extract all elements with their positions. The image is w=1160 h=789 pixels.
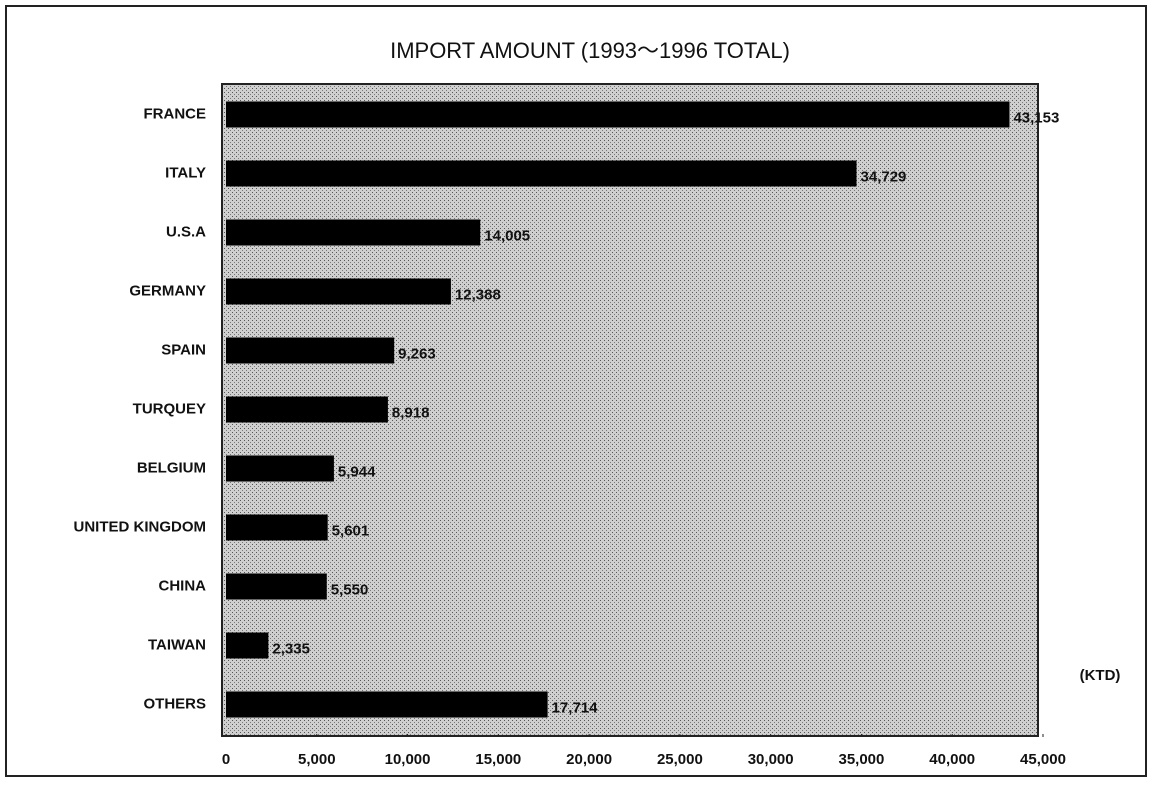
y-tick-label: CHINA xyxy=(159,577,207,594)
bar xyxy=(226,455,334,482)
x-tick-label: 15,000 xyxy=(475,751,521,768)
bar xyxy=(226,278,451,305)
y-tick-label: TURQUEY xyxy=(133,400,206,417)
x-tick-label: 5,000 xyxy=(298,751,336,768)
x-tick-label: 30,000 xyxy=(748,751,794,768)
bar xyxy=(226,691,548,718)
value-label: 5,601 xyxy=(332,522,370,539)
x-tick-label: 45,000 xyxy=(1020,751,1066,768)
y-tick-label: FRANCE xyxy=(144,105,207,122)
bar xyxy=(226,396,388,423)
value-label: 8,918 xyxy=(392,404,430,421)
x-unit: (KTD) xyxy=(1080,667,1121,684)
y-tick-label: UNITED KINGDOM xyxy=(74,518,207,535)
value-label: 9,263 xyxy=(398,345,436,362)
x-tick-label: 10,000 xyxy=(385,751,431,768)
bar xyxy=(226,573,327,600)
bar xyxy=(226,337,395,364)
y-tick-label: GERMANY xyxy=(129,282,206,299)
y-tick-label: BELGIUM xyxy=(137,459,206,476)
x-tick-label: 25,000 xyxy=(657,751,703,768)
bar xyxy=(226,219,481,246)
bar xyxy=(226,160,857,187)
y-tick-label: OTHERS xyxy=(143,695,206,712)
bar xyxy=(226,101,1010,128)
value-label: 12,388 xyxy=(455,286,501,303)
chart-title: IMPORT AMOUNT (1993～1996 TOTAL) xyxy=(390,38,790,63)
value-label: 14,005 xyxy=(484,227,530,244)
x-tick-label: 40,000 xyxy=(929,751,975,768)
x-tick-label: 35,000 xyxy=(838,751,884,768)
x-tick-label: 20,000 xyxy=(566,751,612,768)
bar xyxy=(226,632,269,659)
value-label: 5,550 xyxy=(331,581,369,598)
y-tick-label: ITALY xyxy=(165,164,206,181)
y-tick-label: U.S.A xyxy=(166,223,206,240)
bar xyxy=(226,514,328,541)
value-label: 5,944 xyxy=(338,463,376,480)
y-tick-label: SPAIN xyxy=(161,341,206,358)
value-label: 2,335 xyxy=(272,640,310,657)
y-tick-label: TAIWAN xyxy=(148,636,206,653)
x-tick-label: 0 xyxy=(222,751,230,768)
value-label: 17,714 xyxy=(552,699,599,716)
value-label: 34,729 xyxy=(861,168,907,185)
value-label: 43,153 xyxy=(1013,109,1059,126)
